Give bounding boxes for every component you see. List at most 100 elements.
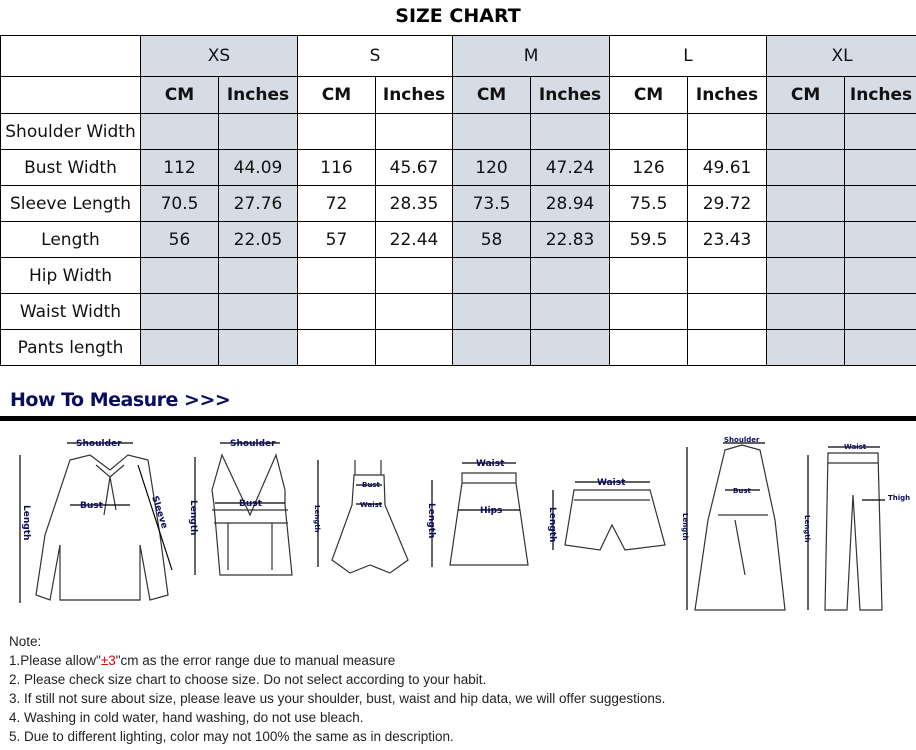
row-label: Bust Width [0, 149, 141, 186]
coat-illustration: Shoulder Bust Length [681, 436, 786, 611]
table-row: Sleeve Length 70.5 27.76 72 28.35 73.5 28.94 75… [0, 185, 916, 222]
value-cell [140, 257, 219, 294]
table-row: Bust Width 112 44.09 116 45.67 120 47.24 126 49.… [0, 149, 916, 186]
value-cell [687, 113, 768, 150]
size-m: M [452, 35, 611, 77]
value-cell [609, 257, 689, 294]
value-cell [687, 329, 768, 366]
value-cell [218, 113, 298, 150]
label-hips: Hips [480, 506, 502, 516]
tolerance-value: ±3 [100, 653, 116, 668]
label-length: Length [188, 500, 198, 535]
value-cell [374, 329, 454, 366]
table-row: Length 56 22.05 57 22.44 58 22.83 59.5 23.43 [0, 221, 916, 258]
value-cell [218, 293, 298, 330]
table-row: Hip Width [0, 257, 916, 294]
corner-cell [0, 35, 141, 77]
value-cell [609, 329, 689, 366]
label-bust: Bust [80, 501, 104, 511]
size-chart-table: XS S M L XL CM Inches CM Inches CM Inches C… [0, 35, 916, 366]
label-waist: Waist [476, 459, 505, 469]
value-cell: 126 [609, 149, 689, 186]
value-cell [452, 113, 532, 150]
value-cell [844, 257, 916, 294]
size-xs: XS [140, 35, 298, 77]
value-cell [844, 113, 916, 150]
value-cell: 28.94 [530, 185, 611, 222]
notes: Note: 1.Please allow"±3"cm as the error … [9, 632, 665, 746]
table-row: Waist Width [0, 293, 916, 330]
label-thigh: Thigh [888, 494, 910, 502]
unit-inches: Inches [374, 76, 454, 114]
value-cell [218, 329, 298, 366]
value-cell [530, 257, 611, 294]
value-cell [766, 293, 846, 330]
pants-illustration: Waist Thigh Length [803, 443, 910, 611]
value-cell: 44.09 [218, 149, 298, 186]
size-header-row: XS S M L XL [0, 35, 916, 77]
value-cell [766, 329, 846, 366]
note-3: 3. If still not sure about size, please … [9, 691, 666, 706]
value-cell: 22.05 [218, 221, 298, 258]
note-1-text: "cm as the error range due to manual mea… [115, 653, 396, 668]
value-cell [609, 293, 689, 330]
value-cell [374, 293, 454, 330]
value-cell: 27.76 [218, 185, 298, 222]
value-cell [140, 293, 219, 330]
value-cell [530, 113, 611, 150]
page-title: SIZE CHART [395, 5, 521, 27]
size-s: S [296, 35, 454, 77]
note-2: 2. Please check size chart to choose siz… [9, 672, 487, 687]
notes-heading: Note: [9, 634, 42, 649]
value-cell [374, 257, 454, 294]
note-5: 5. Due to different lighting, color may … [9, 729, 454, 744]
value-cell: 49.61 [687, 149, 768, 186]
value-cell: 28.35 [374, 185, 454, 222]
value-cell [297, 113, 376, 150]
value-cell [687, 257, 768, 294]
value-cell [766, 185, 846, 222]
value-cell: 22.44 [374, 221, 454, 258]
value-cell: 58 [452, 221, 532, 258]
skirt-illustration: Waist Hips Length [426, 459, 529, 567]
value-cell [844, 293, 916, 330]
measure-illustrations: Shoulder Bust Length Sleeve Shoulder Bus… [19, 436, 910, 611]
value-cell: 112 [140, 149, 219, 186]
value-cell [844, 185, 916, 222]
note-4: 4. Washing in cold water, hand washing, … [9, 710, 364, 725]
unit-inches: Inches [844, 76, 916, 114]
value-cell [844, 329, 916, 366]
value-cell [844, 149, 916, 186]
value-cell [140, 113, 219, 150]
value-cell [609, 113, 689, 150]
value-cell [297, 293, 376, 330]
value-cell: 22.83 [530, 221, 611, 258]
divider [0, 416, 916, 421]
table-row: Shoulder Width [0, 113, 916, 150]
value-cell [452, 329, 532, 366]
value-cell: 56 [140, 221, 219, 258]
label-shoulder: Shoulder [76, 439, 122, 449]
row-label: Length [0, 221, 141, 258]
value-cell: 57 [297, 221, 376, 258]
label-length: Length [426, 503, 436, 538]
row-label: Shoulder Width [0, 113, 141, 150]
value-cell [374, 113, 454, 150]
value-cell: 59.5 [609, 221, 689, 258]
value-cell: 120 [452, 149, 532, 186]
label-shoulder: Shoulder [230, 439, 276, 449]
value-cell: 70.5 [140, 185, 219, 222]
blouse-illustration: Shoulder Bust Length Sleeve [19, 439, 173, 603]
label-bust: Bust [239, 499, 263, 509]
shorts-illustration: Waist Length [547, 478, 666, 551]
value-cell [297, 257, 376, 294]
value-cell [766, 221, 846, 258]
label-bust: Bust [733, 487, 751, 495]
label-length: Length [547, 507, 557, 542]
value-cell: 23.43 [687, 221, 768, 258]
label-length: Length [803, 515, 811, 543]
note-1-text: 1.Please allow" [9, 653, 101, 668]
value-cell [766, 257, 846, 294]
value-cell: 29.72 [687, 185, 768, 222]
row-label: Pants length [0, 329, 141, 366]
